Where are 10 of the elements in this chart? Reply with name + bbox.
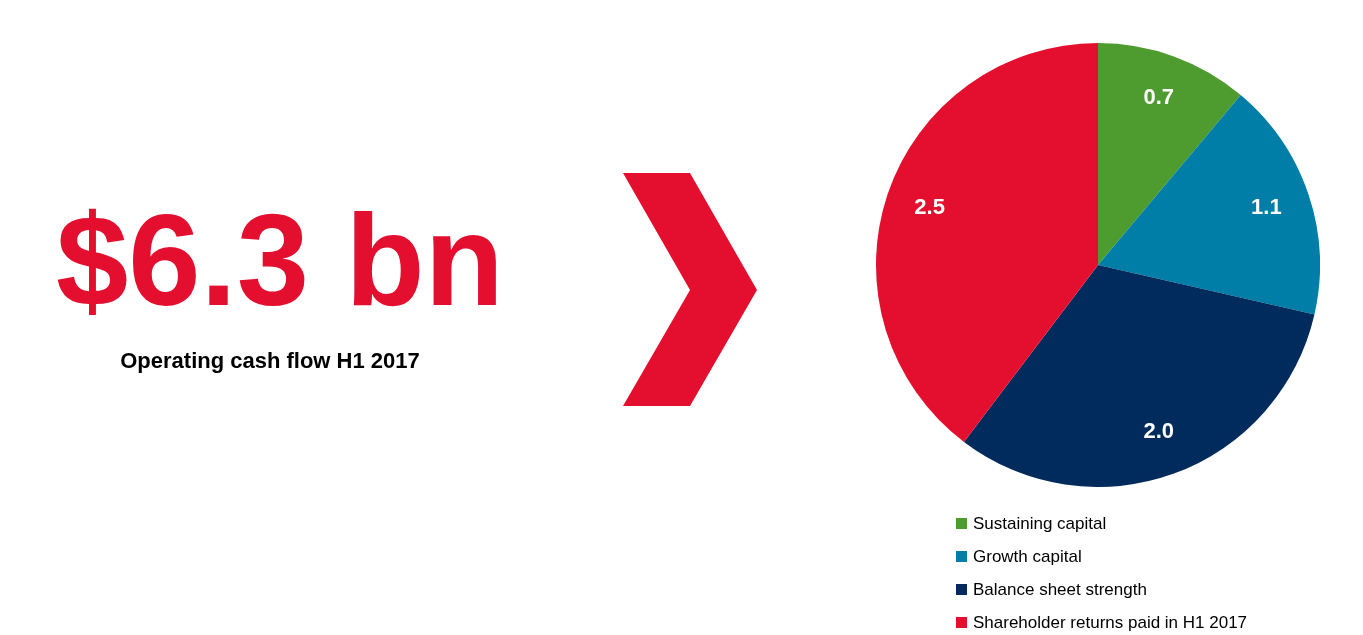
data-label: 2.5 [914,194,945,220]
legend-label: Growth capital [973,546,1082,567]
legend-label: Sustaining capital [973,513,1107,534]
text: Operating cash flow H1 2017 [119,348,421,374]
legend-label: Shareholder returns paid in H1 2017 [973,612,1248,633]
legend-label: Balance sheet strength [973,579,1147,600]
data-label: 0.7 [1143,84,1175,110]
data-label: 1.1 [1251,194,1282,220]
text: $6.3 bn [55,186,505,335]
data-label: 2.0 [1143,417,1175,443]
